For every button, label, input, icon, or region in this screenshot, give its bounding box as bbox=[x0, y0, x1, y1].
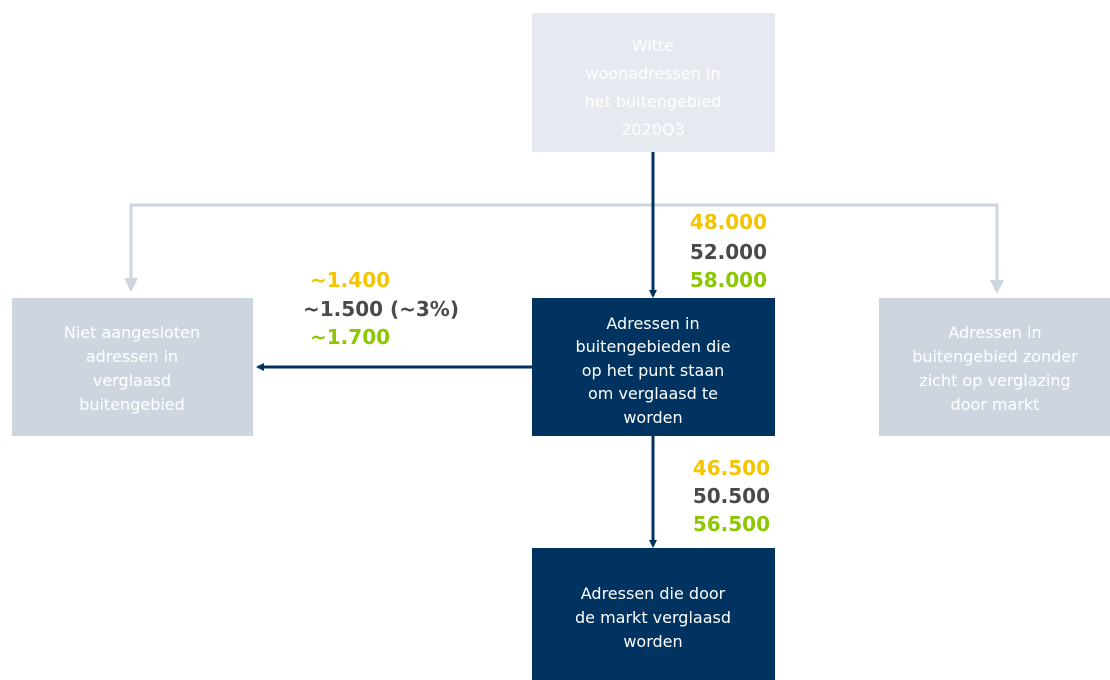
flow-low: 46.500 bbox=[693, 456, 770, 480]
node-label: Adressen in bbox=[606, 314, 699, 333]
node: Adressen die door de markt verglaasd wor… bbox=[532, 548, 775, 680]
flow-high: 58.000 bbox=[690, 268, 767, 292]
flow-labels: 48.000 52.000 58.000 ~1.400 ~1.500 (~3%)… bbox=[303, 210, 770, 536]
node-label: Witte bbox=[632, 36, 674, 55]
flow-mid: 50.500 bbox=[693, 484, 770, 508]
node: Niet aangesloten adressen in verglaasd b… bbox=[12, 298, 253, 436]
node: Witte woonadressen in het buitengebied 2… bbox=[532, 13, 775, 152]
node: Adressen in buitengebieden die op het pu… bbox=[532, 298, 775, 436]
node-label: 2020Q3 bbox=[621, 120, 685, 139]
node-label: buitengebied bbox=[79, 395, 185, 414]
node-label: zicht op verglazing bbox=[919, 371, 1070, 390]
node-label: buitengebied zonder bbox=[912, 347, 1078, 366]
node-label: buitengebieden die bbox=[575, 337, 730, 356]
flow-mid: ~1.500 (~3%) bbox=[303, 297, 459, 321]
node-label: om verglaasd te bbox=[588, 384, 718, 403]
node-label: het buitengebied bbox=[585, 92, 722, 111]
node-label: de markt verglaasd bbox=[575, 608, 731, 627]
node-label: worden bbox=[623, 408, 682, 427]
node-label: woonadressen in bbox=[585, 64, 720, 83]
flow-mid: 52.000 bbox=[690, 240, 767, 264]
flow-high: 56.500 bbox=[693, 512, 770, 536]
node: Adressen in buitengebied zonder zicht op… bbox=[879, 298, 1110, 436]
node-label: worden bbox=[623, 632, 682, 651]
node-label: adressen in bbox=[86, 347, 178, 366]
flow-low: ~1.400 bbox=[310, 268, 390, 292]
flow-high: ~1.700 bbox=[310, 325, 390, 349]
node-label: Niet aangesloten bbox=[64, 323, 200, 342]
connector bbox=[129, 203, 1004, 294]
flow-low: 48.000 bbox=[690, 210, 767, 234]
node-label: door markt bbox=[951, 395, 1040, 414]
node-label: Adressen die door bbox=[581, 584, 726, 603]
node-label: op het punt staan bbox=[582, 361, 725, 380]
node-label: Adressen in bbox=[948, 323, 1041, 342]
node-label: verglaasd bbox=[93, 371, 171, 390]
